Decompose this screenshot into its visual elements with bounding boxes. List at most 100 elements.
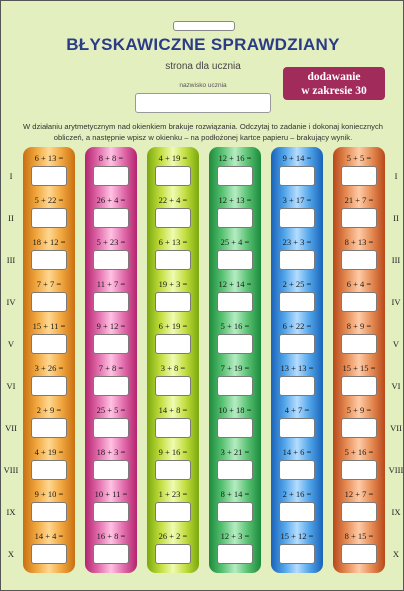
answer-box[interactable] <box>31 460 67 480</box>
hanging-slot <box>173 21 235 31</box>
answer-box[interactable] <box>279 292 315 312</box>
student-name-field[interactable] <box>135 93 271 113</box>
row-number-right: IX <box>391 507 401 517</box>
task-label: 7 + 8 = <box>98 363 124 373</box>
row-number-right: IV <box>391 297 401 307</box>
answer-box[interactable] <box>93 544 129 564</box>
answer-box[interactable] <box>279 250 315 270</box>
answer-box[interactable] <box>341 502 377 522</box>
task-label: 12 + 7 = <box>344 489 374 499</box>
answer-box[interactable] <box>93 334 129 354</box>
answer-box[interactable] <box>155 166 191 186</box>
answer-box[interactable] <box>155 376 191 396</box>
answer-box[interactable] <box>341 208 377 228</box>
answer-box[interactable] <box>31 334 67 354</box>
answer-box[interactable] <box>279 376 315 396</box>
exercise-column-5: 9 + 14 = 3 + 17 = 23 + 3 = 2 + 25 = 6 + 22 =… <box>271 147 323 573</box>
answer-box[interactable] <box>341 166 377 186</box>
task-label: 5 + 16 = <box>344 447 374 457</box>
task-label: 15 + 12 = <box>280 531 314 541</box>
task-label: 23 + 3 = <box>282 237 312 247</box>
answer-box[interactable] <box>31 208 67 228</box>
answer-box[interactable] <box>93 460 129 480</box>
task-label: 14 + 8 = <box>158 405 188 415</box>
answer-box[interactable] <box>31 376 67 396</box>
task-label: 9 + 12 = <box>96 321 126 331</box>
answer-box[interactable] <box>93 166 129 186</box>
task-label: 2 + 25 = <box>282 279 312 289</box>
answer-box[interactable] <box>217 376 253 396</box>
row-number-left: VIII <box>3 465 19 475</box>
task-label: 5 + 5 = <box>346 153 372 163</box>
task-label: 4 + 7 = <box>284 405 310 415</box>
page-title: BŁYSKAWICZNE SPRAWDZIANY <box>66 35 340 54</box>
task-label: 5 + 23 = <box>96 237 126 247</box>
task-label: 1 + 23 = <box>158 489 188 499</box>
answer-box[interactable] <box>93 292 129 312</box>
answer-box[interactable] <box>217 334 253 354</box>
row-number-right: I <box>394 171 398 181</box>
task-label: 2 + 9 = <box>36 405 62 415</box>
task-label: 6 + 4 = <box>346 279 372 289</box>
exercise-column-1: 6 + 13 = 5 + 22 = 18 + 12 = 7 + 7 = 15 + 11 … <box>23 147 75 573</box>
task-label: 18 + 3 = <box>96 447 126 457</box>
answer-box[interactable] <box>341 250 377 270</box>
answer-box[interactable] <box>93 376 129 396</box>
answer-box[interactable] <box>31 502 67 522</box>
answer-box[interactable] <box>341 460 377 480</box>
answer-box[interactable] <box>93 418 129 438</box>
row-number-left: V <box>7 339 15 349</box>
answer-box[interactable] <box>279 208 315 228</box>
answer-box[interactable] <box>217 418 253 438</box>
task-label: 12 + 13 = <box>218 195 252 205</box>
task-label: 6 + 22 = <box>282 321 312 331</box>
answer-box[interactable] <box>279 334 315 354</box>
answer-box[interactable] <box>155 502 191 522</box>
task-label: 6 + 13 = <box>34 153 64 163</box>
task-label: 9 + 14 = <box>282 153 312 163</box>
answer-box[interactable] <box>217 166 253 186</box>
answer-box[interactable] <box>31 250 67 270</box>
answer-box[interactable] <box>155 418 191 438</box>
row-number-left: VI <box>6 381 16 391</box>
answer-box[interactable] <box>279 544 315 564</box>
answer-box[interactable] <box>341 292 377 312</box>
task-label: 10 + 11 = <box>94 489 128 499</box>
answer-box[interactable] <box>155 292 191 312</box>
task-label: 7 + 19 = <box>220 363 250 373</box>
answer-box[interactable] <box>217 544 253 564</box>
task-label: 8 + 9 = <box>346 321 372 331</box>
answer-box[interactable] <box>341 418 377 438</box>
answer-box[interactable] <box>31 292 67 312</box>
answer-box[interactable] <box>279 418 315 438</box>
answer-box[interactable] <box>155 544 191 564</box>
answer-box[interactable] <box>341 544 377 564</box>
answer-box[interactable] <box>217 292 253 312</box>
task-label: 6 + 13 = <box>158 237 188 247</box>
answer-box[interactable] <box>217 460 253 480</box>
answer-box[interactable] <box>341 376 377 396</box>
answer-box[interactable] <box>279 460 315 480</box>
badge-line-1: dodawanie <box>307 71 361 83</box>
answer-box[interactable] <box>279 502 315 522</box>
answer-box[interactable] <box>31 544 67 564</box>
exercise-column-4: 12 + 16 = 12 + 13 = 25 + 4 = 12 + 14 = 5 + 1… <box>209 147 261 573</box>
task-label: 11 + 7 = <box>96 279 126 289</box>
row-number-left: II <box>8 213 14 223</box>
answer-box[interactable] <box>155 460 191 480</box>
task-label: 25 + 4 = <box>220 237 250 247</box>
answer-box[interactable] <box>93 250 129 270</box>
answer-box[interactable] <box>31 418 67 438</box>
answer-box[interactable] <box>217 250 253 270</box>
answer-box[interactable] <box>217 208 253 228</box>
answer-box[interactable] <box>155 250 191 270</box>
answer-box[interactable] <box>217 502 253 522</box>
answer-box[interactable] <box>93 208 129 228</box>
answer-box[interactable] <box>155 208 191 228</box>
answer-box[interactable] <box>155 334 191 354</box>
answer-box[interactable] <box>341 334 377 354</box>
answer-box[interactable] <box>279 166 315 186</box>
answer-box[interactable] <box>31 166 67 186</box>
answer-box[interactable] <box>93 502 129 522</box>
